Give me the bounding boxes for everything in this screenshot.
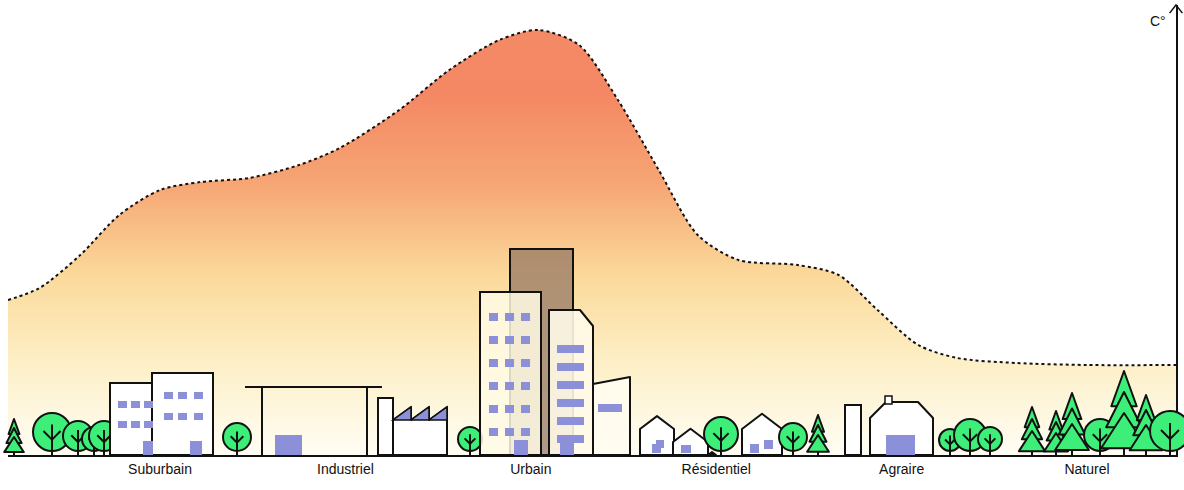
svg-text:Résidentiel: Résidentiel (682, 461, 751, 477)
svg-text:Suburbain: Suburbain (128, 461, 192, 477)
svg-text:Naturel: Naturel (1064, 461, 1109, 477)
svg-text:C°: C° (1150, 13, 1166, 29)
svg-text:Industriel: Industriel (317, 461, 374, 477)
svg-text:Agraire: Agraire (879, 461, 924, 477)
svg-text:Urbain: Urbain (510, 461, 551, 477)
